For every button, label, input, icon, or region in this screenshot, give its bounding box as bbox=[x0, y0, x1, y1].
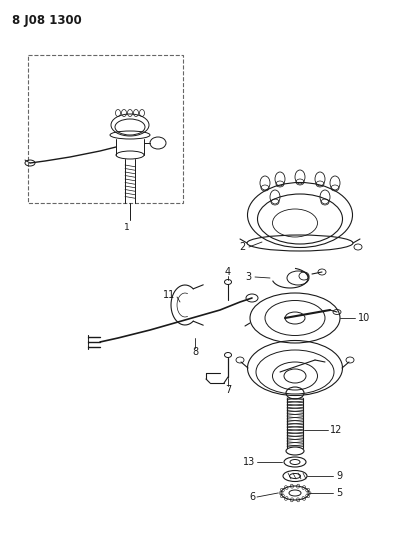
Text: 2: 2 bbox=[239, 242, 245, 252]
Text: 3: 3 bbox=[245, 272, 251, 282]
Text: 10: 10 bbox=[358, 313, 370, 323]
Text: 8 J08 1300: 8 J08 1300 bbox=[12, 14, 82, 27]
Text: 6: 6 bbox=[249, 492, 255, 502]
Text: 5: 5 bbox=[336, 488, 342, 498]
Text: 11: 11 bbox=[163, 290, 175, 300]
Text: 9: 9 bbox=[336, 471, 342, 481]
Text: 7: 7 bbox=[225, 385, 231, 395]
Text: 13: 13 bbox=[243, 457, 255, 467]
Text: 8: 8 bbox=[192, 347, 198, 357]
Text: 4: 4 bbox=[225, 267, 231, 277]
Text: 12: 12 bbox=[330, 425, 342, 435]
Text: 1: 1 bbox=[124, 222, 130, 231]
Bar bbox=[28, 55, 183, 203]
